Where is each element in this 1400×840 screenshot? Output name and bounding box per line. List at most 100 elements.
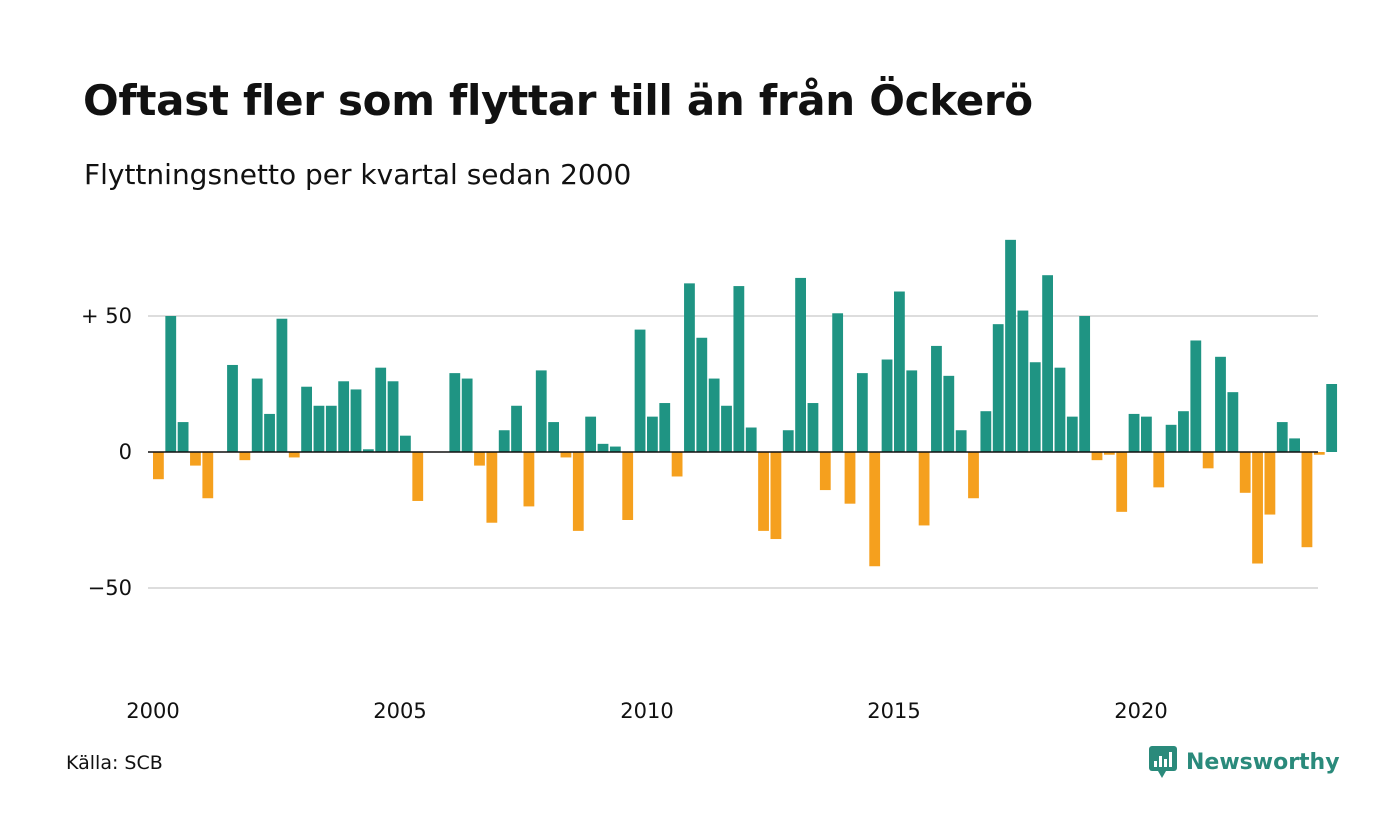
- bar-2011-k2: [708, 378, 720, 452]
- bar-2021-k1: [1190, 340, 1202, 452]
- x-tick-label: 2010: [620, 699, 673, 723]
- bar-2004-k3: [375, 367, 387, 452]
- bar-2012-k4: [782, 430, 794, 452]
- bar-2023-k2: [1301, 452, 1313, 548]
- bar-2004-k1: [350, 389, 362, 452]
- logo-text: Newsworthy: [1186, 749, 1340, 775]
- bar-2022-k3: [1264, 452, 1276, 515]
- bar-2009-k1: [597, 443, 609, 452]
- bar-2010-k1: [647, 416, 658, 452]
- bar-2006-k2: [461, 378, 473, 452]
- bar-2015-k2: [906, 370, 918, 452]
- bar-2019-k2: [1103, 452, 1115, 455]
- bar-2009-k2: [609, 446, 621, 452]
- bar-2011-k3: [721, 405, 732, 452]
- bar-2014-k4: [881, 359, 893, 452]
- bar-2010-k4: [684, 283, 695, 452]
- bar-2012-k3: [770, 452, 782, 540]
- bar-2011-k1: [696, 337, 708, 452]
- newsworthy-logo: Newsworthy: [1148, 745, 1340, 779]
- bar-2018-k2: [1054, 367, 1066, 452]
- bar-2000-k4: [190, 452, 201, 466]
- bar-2019-k3: [1116, 452, 1128, 512]
- bar-2006-k3: [474, 452, 485, 466]
- bar-2018-k4: [1079, 316, 1091, 452]
- axes: + 50 0 −50 2000 2005 2010 2015 2020: [81, 304, 1318, 723]
- bar-2013-k2: [807, 403, 819, 452]
- bar-2015-k1: [894, 291, 905, 452]
- bar-2014-k2: [856, 373, 868, 452]
- bar-2004-k4: [387, 381, 399, 452]
- bar-2021-k2: [1202, 452, 1214, 469]
- bar-2002-k1: [251, 378, 263, 452]
- bar-2023-k4: [1326, 384, 1338, 452]
- bar-2003-k2: [313, 405, 325, 452]
- bar-2000-k2: [165, 316, 177, 452]
- bar-2008-k2: [560, 452, 572, 458]
- bar-2014-k3: [869, 452, 881, 567]
- bar-2020-k2: [1153, 452, 1165, 488]
- bar-2022-k1: [1239, 452, 1251, 493]
- x-tick-label: 2015: [867, 699, 920, 723]
- bar-2008-k3: [572, 452, 584, 531]
- bar-2017-k1: [992, 324, 1004, 452]
- bar-2015-k4: [931, 345, 942, 452]
- chart-title: Oftast fler som flyttar till än från Öck…: [83, 76, 1033, 125]
- bar-2015-k3: [918, 452, 930, 526]
- newsworthy-chat-bars-icon: [1149, 746, 1177, 778]
- bar-2016-k2: [955, 430, 967, 452]
- bar-2020-k3: [1165, 424, 1177, 452]
- x-tick-label: 2020: [1114, 699, 1167, 723]
- y-tick-label: 0: [119, 440, 132, 464]
- bar-2002-k4: [288, 452, 300, 458]
- bar-2009-k3: [622, 452, 634, 520]
- bar-2017-k4: [1029, 362, 1041, 452]
- bar-chart: + 50 0 −50 2000 2005 2010 2015 2020: [81, 239, 1338, 723]
- bar-2005-k1: [400, 435, 411, 452]
- bar-2007-k4: [535, 370, 547, 452]
- bar-2012-k2: [758, 452, 769, 531]
- bar-2012-k1: [745, 427, 757, 452]
- bar-2001-k3: [227, 364, 238, 452]
- bar-2014-k1: [844, 452, 856, 504]
- chart-subtitle: Flyttningsnetto per kvartal sedan 2000: [84, 158, 632, 191]
- bar-2004-k2: [362, 449, 374, 452]
- bar-2007-k3: [523, 452, 535, 507]
- y-tick-label: + 50: [81, 304, 132, 328]
- bar-2019-k1: [1091, 452, 1103, 461]
- bar-2007-k1: [498, 430, 510, 452]
- bar-2010-k3: [671, 452, 683, 477]
- bar-2000-k1: [153, 452, 164, 480]
- gridlines: [148, 315, 1318, 589]
- bar-2002-k3: [276, 318, 288, 452]
- bar-2017-k3: [1017, 310, 1029, 452]
- y-tick-label: −50: [88, 576, 132, 600]
- bar-2016-k4: [980, 411, 992, 452]
- bar-2010-k2: [659, 403, 671, 452]
- bar-2020-k1: [1141, 416, 1152, 452]
- bar-2021-k3: [1215, 356, 1226, 452]
- bar-2018-k1: [1042, 275, 1053, 452]
- bar-2021-k4: [1227, 392, 1239, 452]
- bar-2016-k1: [943, 375, 955, 452]
- bar-2022-k4: [1276, 422, 1288, 452]
- bar-2023-k1: [1289, 438, 1300, 452]
- bar-2005-k2: [412, 452, 424, 501]
- bar-2008-k4: [585, 416, 597, 452]
- bar-2008-k1: [548, 422, 559, 452]
- bar-2022-k2: [1252, 452, 1263, 564]
- bar-2003-k1: [301, 386, 312, 452]
- bar-2023-k3: [1313, 452, 1325, 455]
- bar-2007-k2: [511, 405, 522, 452]
- bar-2011-k4: [733, 286, 745, 452]
- x-tick-label: 2000: [126, 699, 179, 723]
- bar-2000-k3: [177, 422, 189, 452]
- bar-2001-k1: [202, 452, 214, 499]
- bar-2013-k4: [832, 313, 844, 452]
- bar-2018-k3: [1066, 416, 1078, 452]
- bar-2017-k2: [1005, 239, 1016, 452]
- bar-2006-k4: [486, 452, 498, 523]
- bar-2013-k1: [795, 277, 806, 452]
- bar-2019-k4: [1128, 413, 1140, 452]
